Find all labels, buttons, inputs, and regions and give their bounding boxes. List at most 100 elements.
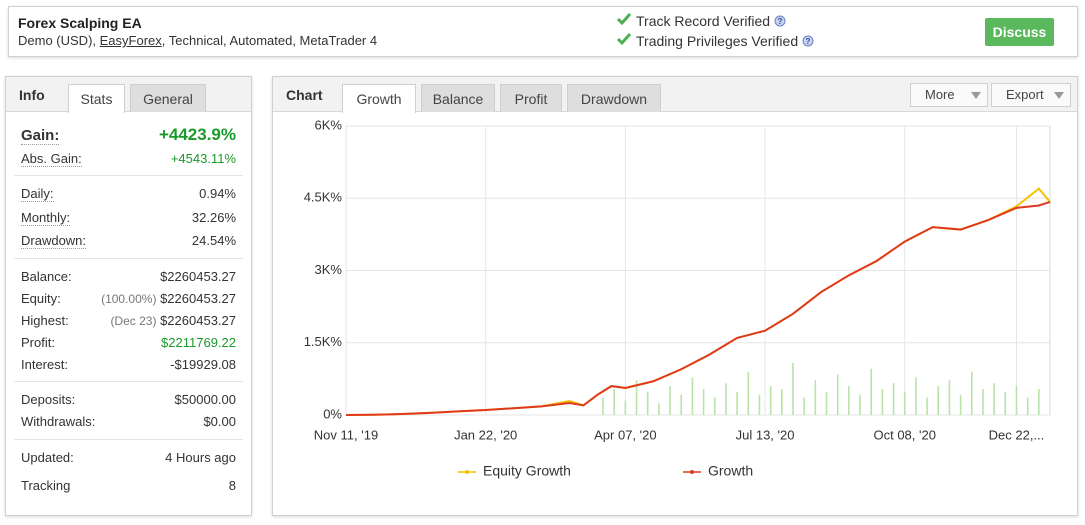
row-value: 32.26% [191,210,236,225]
daily-bar [635,380,638,415]
daily-bar [982,388,984,415]
separator [14,175,243,176]
daily-bar [736,391,738,415]
row-value: $2260453.27 [160,269,236,284]
svg-text:?: ? [778,17,783,26]
row-value: 8 [228,478,236,493]
broker-link[interactable]: EasyForex [99,33,162,48]
daily-bar [803,397,805,415]
daily-bar [702,388,705,415]
x-tick-label: Oct 08, '20 [873,427,935,442]
daily-bar [1026,397,1029,415]
subtitle-text: , Technical, Automated, MetaTrader 4 [161,33,378,48]
row-value-text: $2260453.27 [160,291,236,306]
tab[interactable]: Stats [68,84,125,113]
y-tick-label: 3K% [315,262,343,277]
daily-bar [658,403,660,415]
header: Forex Scalping EA Demo (USD), EasyForex,… [8,6,1078,57]
daily-bar [669,386,671,415]
row-note: (Dec 23) [110,314,157,328]
x-tick-label: Apr 07, '20 [594,427,656,442]
daily-bar [758,394,761,415]
dropdown-icon [971,92,981,99]
daily-bar [881,388,884,415]
panel-heading: Chart [286,87,323,103]
button-label: Export [1006,87,1044,102]
check-icon [616,13,632,26]
daily-bar [781,388,783,415]
daily-bar [814,380,817,415]
tab[interactable]: Balance [421,84,495,112]
row-label: Deposits: [21,392,76,407]
row-value: -$19929.08 [170,357,236,372]
x-tick-label: Dec 22,... [989,427,1045,442]
x-tick-label: Nov 11, '19 [314,427,378,442]
daily-bar [646,391,649,415]
discuss-button[interactable]: Discuss [985,18,1054,46]
row-value: $2211769.22 [161,335,236,350]
daily-bar [747,371,750,415]
daily-bar [959,394,962,415]
daily-bar [993,383,995,415]
legend-symbol [465,470,469,474]
daily-bar [713,397,716,415]
row-value: (100.00%) $2260453.27 [101,291,236,307]
daily-bar [937,386,940,415]
subtitle-text: Demo (USD), [18,33,100,48]
title: Forex Scalping EA [18,15,142,31]
subtitle: Demo (USD), EasyForex, Technical, Automa… [18,33,377,48]
daily-bar [1015,386,1018,415]
x-tick-label: Jan 22, '20 [454,427,517,442]
row-label: Equity: [21,291,61,306]
daily-bar [948,380,951,415]
row-label: Gain: [21,127,60,145]
row-label: Highest: [21,313,69,328]
tab[interactable]: General [130,84,206,112]
export-button[interactable]: Export [991,83,1071,107]
separator [14,439,243,440]
svg-text:?: ? [806,37,811,46]
info-panel: Info Stats General Gain: +4423.9% Abs. G… [5,76,252,516]
row-note: (100.00%) [101,292,157,306]
check-icon [616,33,632,46]
row-value: +4543.11% [170,151,236,166]
verified-label: Trading Privileges Verified [636,33,799,49]
growth-chart: 0% 1.5K% 3K% 4.5K% 6K% Nov 11, '19 Jan 22, '20… [304,117,1051,479]
daily-bar [1004,391,1007,415]
tab-strip [6,77,251,112]
daily-bar [915,377,917,415]
tab[interactable]: Growth [342,84,416,113]
row-value: $0.00 [203,414,236,429]
daily-bar [680,394,683,415]
daily-bar [836,374,839,415]
tab[interactable]: Profit [500,84,562,112]
daily-bar [624,400,627,415]
panel-heading: Info [19,87,45,103]
chart-panel: Chart Growth Balance Profit Drawdown Mor… [272,76,1078,516]
daily-bar [926,397,928,415]
verified-label: Track Record Verified [636,13,771,29]
growth-line [345,200,1051,416]
tab[interactable]: Drawdown [567,84,661,112]
row-label: Monthly: [21,210,71,226]
daily-bar [725,383,727,415]
daily-bar [602,397,604,415]
y-tick-label: 0% [323,406,342,421]
x-tick-label: Jul 13, '20 [736,427,795,442]
row-value: 24.54% [191,233,236,248]
row-label: Updated: [21,450,74,465]
help-icon[interactable]: ? [802,35,814,47]
y-tick-label: 6K% [315,117,343,132]
legend-symbol [690,470,694,474]
button-label: More [925,87,955,102]
daily-bar [825,391,828,415]
row-value: 4 Hours ago [165,450,236,465]
row-label: Withdrawals: [21,414,96,429]
daily-bar [859,394,861,415]
daily-bar [870,368,873,415]
help-icon[interactable]: ? [774,15,786,27]
more-button[interactable]: More [910,83,988,107]
legend-label: Growth [708,463,753,479]
row-label: Tracking [21,478,71,493]
